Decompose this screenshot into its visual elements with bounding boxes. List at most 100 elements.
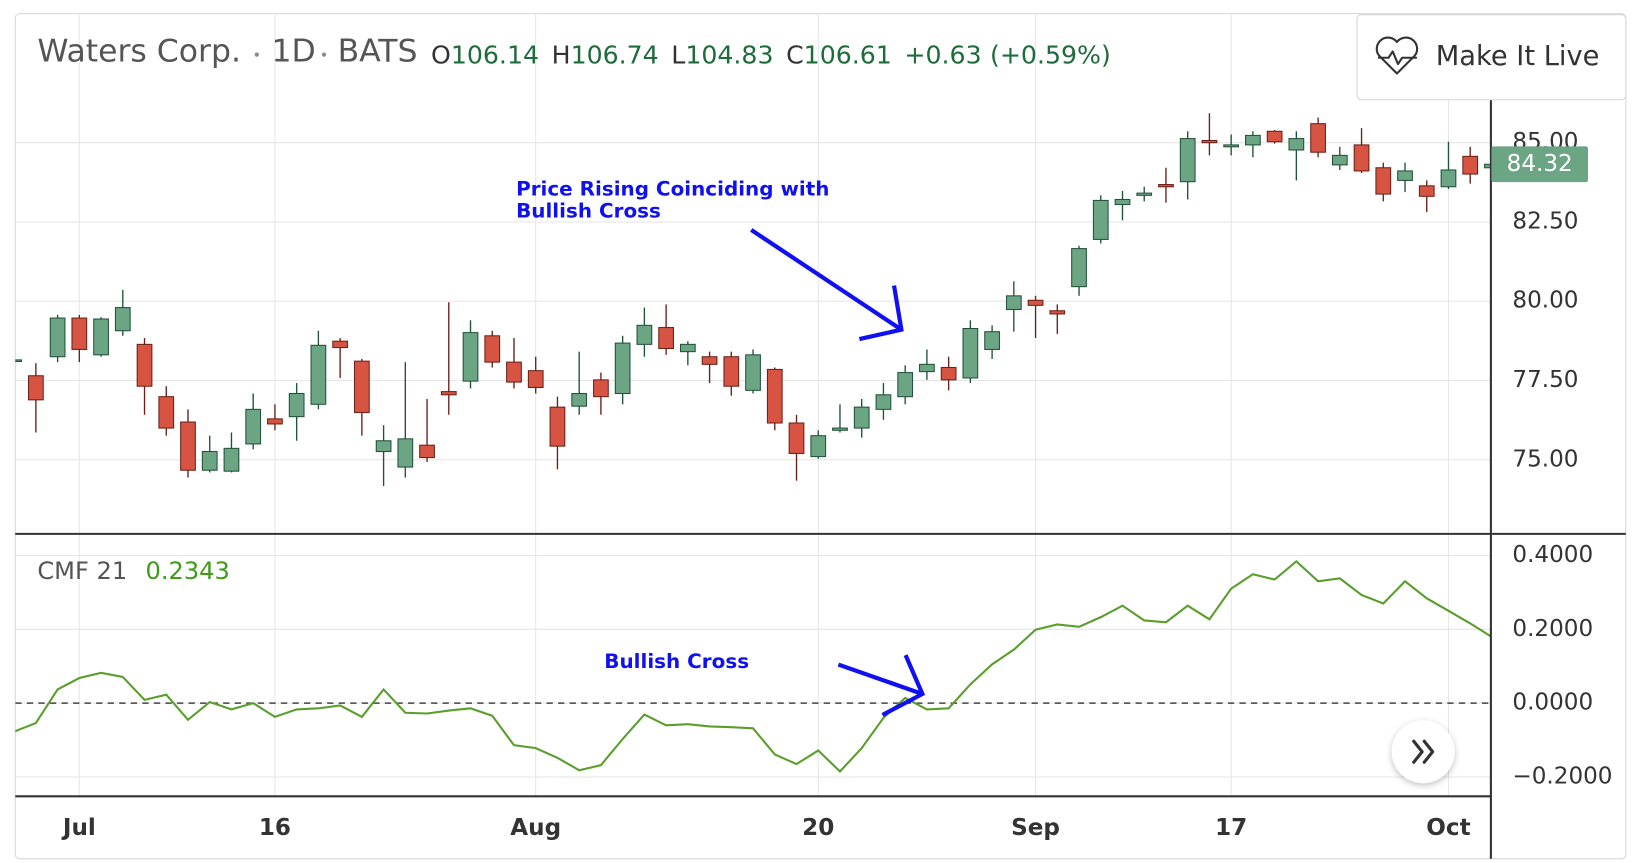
candle-body xyxy=(571,392,588,407)
candle-body xyxy=(1071,248,1087,288)
button-box[interactable] xyxy=(1356,14,1627,101)
candle-body xyxy=(853,406,870,429)
candle-body xyxy=(49,317,66,358)
candle-body xyxy=(1484,163,1491,169)
candle-body xyxy=(245,408,262,445)
candle-body xyxy=(658,327,674,350)
candle-body xyxy=(419,444,435,459)
candle-body xyxy=(962,327,979,379)
candle-body xyxy=(1462,155,1479,175)
x-tick-label: 17 xyxy=(1215,815,1247,841)
candle-body xyxy=(484,335,501,363)
y-tick-label: −0.2000 xyxy=(1512,763,1612,789)
annotation: Bullish Cross xyxy=(604,649,749,673)
last-price-box xyxy=(1491,146,1589,183)
candle-body xyxy=(897,372,914,398)
candle-body xyxy=(332,340,348,349)
interval: 1D xyxy=(271,33,315,69)
candle-body xyxy=(93,318,109,356)
exchange: BATS xyxy=(338,33,418,69)
legend-value: 106.74 xyxy=(571,41,659,70)
candle-body xyxy=(701,356,718,365)
legend-value: 104.83 xyxy=(685,41,773,70)
candle-body xyxy=(15,359,23,362)
candle-body xyxy=(114,307,131,332)
annotation-arrow xyxy=(750,228,904,342)
candle-body xyxy=(1223,144,1240,148)
chevron-icon xyxy=(1412,739,1435,764)
make-it-live-button[interactable]: Make It Live xyxy=(1356,14,1627,101)
candle-body xyxy=(1201,139,1218,144)
y-tick-label: 75.00 xyxy=(1512,446,1578,472)
cmf-line xyxy=(15,559,1491,773)
price-pane xyxy=(15,113,1491,487)
candle-body xyxy=(919,363,935,373)
candle-body xyxy=(1114,198,1131,206)
scroll-to-latest-button[interactable] xyxy=(1391,720,1455,784)
y-tick-label: 82.50 xyxy=(1512,208,1578,234)
candle-body xyxy=(1353,144,1370,172)
candle-body xyxy=(267,418,283,425)
separator xyxy=(321,52,327,57)
candle-body xyxy=(440,391,457,396)
candle-body xyxy=(832,427,848,431)
candle-body xyxy=(810,435,827,458)
legend-value: 106.14 xyxy=(451,41,539,70)
x-tick-label: 16 xyxy=(259,815,291,841)
y-tick-label: 0.0000 xyxy=(1512,690,1593,716)
candle-body xyxy=(593,379,609,398)
button-label[interactable]: Make It Live xyxy=(1436,41,1600,72)
candle-body xyxy=(984,331,1000,350)
heart-icon xyxy=(1375,36,1419,75)
x-tick-label: Jul xyxy=(61,815,96,841)
candle-body xyxy=(1375,167,1392,195)
legend-change-pct: (+0.59%) xyxy=(990,41,1111,70)
candle-body xyxy=(745,354,761,391)
candle-body xyxy=(1418,185,1435,197)
candle-body xyxy=(1136,192,1153,196)
y-tick-label: 80.00 xyxy=(1512,288,1578,314)
candle-body xyxy=(614,342,631,395)
y-tick-label: 0.2000 xyxy=(1512,616,1593,642)
candle-body xyxy=(679,343,696,353)
legend-key: O xyxy=(431,41,451,70)
separator xyxy=(254,52,259,57)
x-tick-label: Aug xyxy=(510,815,561,841)
symbol-title: Waters Corp. xyxy=(37,33,241,69)
candle-body xyxy=(1440,169,1457,188)
candle-body xyxy=(636,324,653,345)
candle-body xyxy=(71,317,88,350)
legend-key: L xyxy=(671,41,685,70)
candle-body xyxy=(136,343,153,387)
legend-value: 106.61 xyxy=(804,41,892,70)
candle-body xyxy=(462,332,479,382)
candle-body xyxy=(397,438,414,468)
candle-body xyxy=(1179,138,1196,183)
indicator-value: 0.2343 xyxy=(145,557,229,585)
x-tick-label: Sep xyxy=(1011,815,1060,841)
candle-body xyxy=(1092,199,1109,240)
candle-body xyxy=(1397,170,1413,181)
legend-change: +0.63 xyxy=(904,41,981,70)
candle-body xyxy=(788,422,805,454)
candle-body xyxy=(201,451,218,471)
legend-key: H xyxy=(552,41,571,70)
candle-body xyxy=(1005,295,1022,311)
candle-body xyxy=(158,396,175,429)
x-tick-label: Oct xyxy=(1426,815,1470,841)
candle-body xyxy=(1027,299,1044,306)
candle-body xyxy=(1266,130,1283,143)
candle-body xyxy=(180,421,196,471)
candle-body xyxy=(1288,138,1305,151)
candle-body xyxy=(875,394,892,410)
axes: 75.0077.5080.0082.5085.00−0.20000.00000.… xyxy=(61,129,1613,841)
cmf-pane xyxy=(15,559,1491,773)
ohlc-legend: O106.14 H106.74 L104.83 C106.61 +0.63 (+0.59%… xyxy=(431,41,1111,70)
candle-body xyxy=(723,356,740,387)
candle-body xyxy=(1158,184,1174,188)
candle-body xyxy=(288,392,305,418)
candle-body xyxy=(766,368,783,424)
candle-body xyxy=(223,447,240,472)
